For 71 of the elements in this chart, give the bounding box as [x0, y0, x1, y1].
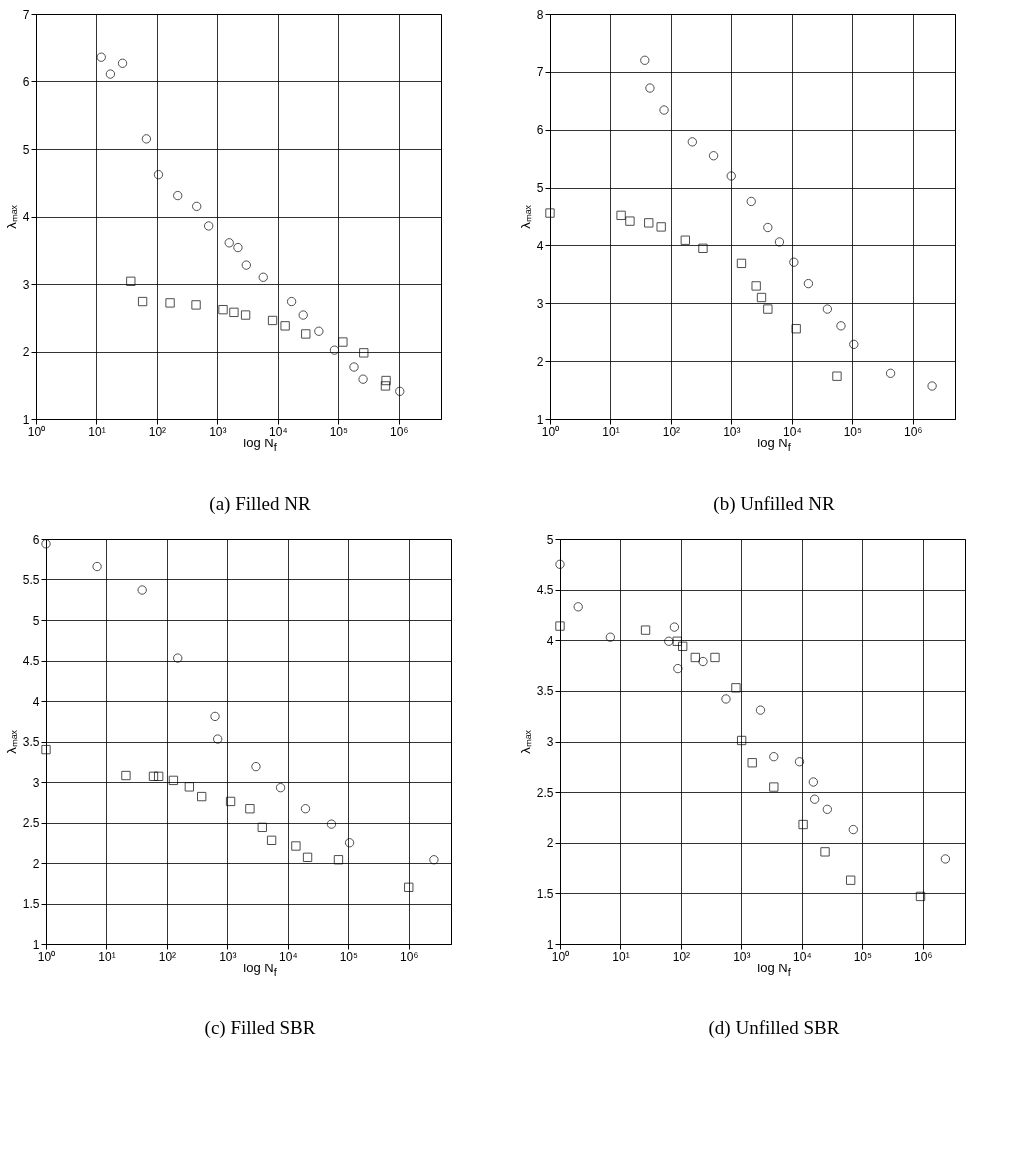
- y-tick-label: 1: [546, 937, 554, 952]
- text: (d) Unfilled SBR: [707, 1017, 841, 1040]
- text: (b) Unfilled NR: [712, 492, 836, 515]
- y-axis-title: λₘₐₓ: [517, 729, 533, 754]
- y-tick-label: 8: [536, 7, 544, 22]
- x-tick-label: 10³: [733, 949, 751, 964]
- x-tick-label: 10⁴: [783, 424, 802, 439]
- y-tick-label: 5.5: [22, 572, 40, 587]
- y-axis-title: λₘₐₓ: [3, 729, 19, 754]
- x-tick-label: 10⁵: [843, 424, 862, 439]
- y-tick-label: 5: [536, 181, 544, 196]
- y-tick-label: 4: [32, 694, 40, 709]
- x-tick-label: 10²: [662, 424, 681, 439]
- x-tick-label: 10¹: [602, 424, 620, 439]
- x-tick-label: 10⁴: [279, 949, 298, 964]
- text: (a) Filled NR: [208, 492, 312, 515]
- x-tick-label: 10¹: [88, 424, 106, 439]
- x-tick-label: 10⁶: [914, 949, 933, 964]
- x-tick-label: 10²: [158, 949, 177, 964]
- y-tick-label: 5: [546, 532, 554, 547]
- x-tick-label: 10⁰: [37, 949, 56, 964]
- x-tick-label: 10²: [672, 949, 691, 964]
- y-tick-label: 1.5: [22, 896, 40, 911]
- y-tick-label: 2: [22, 345, 30, 359]
- y-tick-label: 5: [22, 142, 30, 157]
- x-tick-label: 10⁰: [551, 949, 570, 964]
- y-tick-label: 2.5: [536, 785, 554, 800]
- y-tick-label: 6: [32, 532, 40, 547]
- y-tick-label: 3.5: [536, 683, 554, 698]
- y-tick-label: 2.5: [22, 815, 40, 830]
- x-tick-label: 10³: [219, 949, 237, 964]
- y-tick-label: 1.5: [536, 886, 554, 901]
- x-tick-label: 10⁵: [329, 424, 348, 439]
- y-tick-label: 6: [536, 123, 544, 138]
- y-tick-label: 4.5: [22, 653, 40, 668]
- y-tick-label: 1: [22, 412, 30, 427]
- x-tick-label: 10²: [148, 424, 167, 439]
- y-tick-label: 3: [22, 277, 30, 292]
- y-tick-label: 1: [536, 412, 544, 427]
- x-tick-label: 10⁴: [793, 949, 812, 964]
- x-tick-label: 10³: [209, 424, 227, 439]
- y-tick-label: 3: [546, 734, 554, 749]
- y-tick-label: 1: [32, 937, 40, 952]
- x-tick-label: 10⁵: [339, 949, 358, 964]
- x-tick-label: 10¹: [612, 949, 630, 964]
- x-tick-label: 10¹: [98, 949, 116, 964]
- x-tick-label: 10⁶: [904, 424, 923, 439]
- y-tick-label: 2: [536, 354, 544, 369]
- x-tick-label: 10⁵: [853, 949, 872, 964]
- y-tick-label: 6: [22, 75, 30, 89]
- y-tick-label: 3: [32, 775, 40, 790]
- y-tick-label: 4: [536, 238, 544, 253]
- x-tick-label: 10⁴: [269, 424, 288, 439]
- y-axis-title: λₘₐₓ: [3, 204, 19, 229]
- x-tick-label: 10⁰: [541, 424, 560, 439]
- y-tick-label: 7: [22, 7, 30, 22]
- y-tick-label: 2: [546, 835, 554, 850]
- text: (c) Filled SBR: [203, 1017, 317, 1040]
- y-tick-label: 4: [546, 633, 554, 648]
- y-tick-label: 3.5: [22, 734, 40, 749]
- x-tick-label: 10³: [723, 424, 741, 439]
- y-tick-label: 3: [536, 296, 544, 311]
- x-tick-label: 10⁶: [400, 949, 419, 964]
- y-tick-label: 5: [32, 613, 40, 628]
- x-tick-label: 10⁰: [27, 424, 46, 439]
- y-tick-label: 4: [22, 210, 30, 224]
- y-tick-label: 4.5: [536, 582, 554, 597]
- x-tick-label: 10⁶: [390, 424, 409, 439]
- y-axis-title: λₘₐₓ: [517, 204, 533, 229]
- y-tick-label: 2: [32, 856, 40, 871]
- y-tick-label: 7: [536, 65, 544, 80]
